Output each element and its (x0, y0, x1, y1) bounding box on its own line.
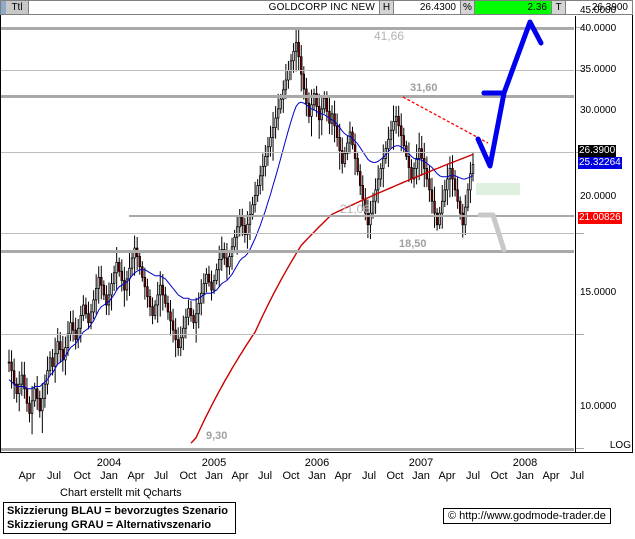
x-label-14: Oct (386, 470, 404, 482)
ma-red-marker: 21.00826 (578, 212, 622, 224)
quote-symbol-name: GOLDCORP INC NEW (268, 2, 375, 13)
x-label-6: Oct (179, 470, 197, 482)
level-label-41-66: 41,66 (374, 29, 405, 43)
gridline-30 (1, 152, 574, 153)
qcharts-credit: Chart erstellt mit Qcharts (60, 487, 182, 499)
x-label-11: Jan (308, 470, 326, 482)
ma-blue-marker: 25.32264 (578, 157, 622, 169)
x-year-2005: 2005 (201, 457, 227, 469)
x-label-12: Apr (334, 470, 352, 482)
y-tick-20: 20.0000 (580, 191, 617, 202)
level-label-18-50: 18,50 (399, 238, 427, 250)
x-label-15: Jan (412, 470, 430, 482)
x-label-13: Jul (361, 470, 377, 482)
y-tick-45: 45.0000 (580, 5, 617, 16)
log-scale-label[interactable]: LOG (609, 440, 631, 451)
candlestick-series (7, 29, 475, 435)
moving-average-red (190, 153, 474, 444)
y-tick-10: 10.0000 (580, 401, 617, 412)
y-tick-15: 15.0000 (580, 287, 617, 298)
y-tick-40: 40.0000 (580, 23, 617, 34)
x-label-20: Apr (542, 470, 560, 482)
x-label-16: Apr (438, 470, 456, 482)
x-label-4: Apr (127, 470, 145, 482)
level-label-21-06: 21,06 (340, 202, 371, 216)
x-label-2: Oct (73, 470, 91, 482)
scenario-gray-svg (477, 212, 507, 253)
legend-gray-line: Skizzierung GRAU = Alternativszenario (7, 519, 212, 531)
x-label-5: Jul (153, 470, 169, 482)
x-year-2006: 2006 (304, 457, 330, 469)
level-label-9-30: 9,30 (206, 430, 228, 442)
quote-high-value: 26.4300 (419, 2, 456, 13)
quote-percent-value: 2.36 (475, 1, 551, 14)
x-label-1: Jul (46, 470, 62, 482)
x-label-17: Jul (465, 470, 481, 482)
quote-high-tag: H (379, 1, 394, 14)
quote-bar-accent (1, 1, 6, 14)
x-label-3: Jan (100, 470, 118, 482)
scenario-gray-path (477, 212, 507, 253)
quote-bar: Ttl GOLDCORP INC NEW H 26.4300 % 2.36 T … (0, 0, 633, 15)
scenario-legend: Skizzierung BLAU = bevorzugtes Szenario … (3, 502, 236, 534)
chart-plot-area[interactable]: 41,66 31,60 21,06 18,50 9,30 (1, 16, 574, 452)
quote-trade-value: 26.3900 (591, 2, 628, 13)
x-year-2004: 2004 (96, 457, 122, 469)
x-label-10: Oct (282, 470, 300, 482)
quote-bar-ttl-label[interactable]: Ttl (6, 1, 29, 14)
level-line-41-66 (1, 27, 574, 30)
downtrend-line (402, 96, 489, 144)
last-price-marker: 26.3900 (578, 145, 617, 157)
level-line-21-06 (129, 215, 574, 217)
x-year-2008: 2008 (512, 457, 538, 469)
price-series-svg (7, 29, 475, 444)
legend-blue-line: Skizzierung BLAU = bevorzugtes Szenario (7, 505, 228, 517)
target-zone-highlight (476, 183, 520, 195)
level-line-31-60 (1, 95, 574, 98)
y-tick-30: 30.0000 (580, 105, 617, 116)
x-label-7: Jan (205, 470, 223, 482)
x-label-9: Jul (257, 470, 273, 482)
quote-percent-tag: % (460, 1, 475, 14)
gridline-20 (1, 233, 574, 234)
x-label-8: Apr (231, 470, 249, 482)
gridline-15 (1, 334, 574, 335)
level-label-31-60: 31,60 (410, 82, 438, 94)
x-label-21: Jul (569, 470, 585, 482)
level-line-18-50 (1, 250, 574, 253)
moving-average-blue (8, 101, 474, 390)
price-axis-right[interactable]: 45.0000 40.0000 35.0000 30.0000 20.0000 … (575, 5, 634, 452)
date-axis: Apr Jul Oct Jan Apr Jul Oct Jan Apr Jul … (0, 455, 635, 485)
x-label-18: Oct (490, 470, 508, 482)
copyright-notice: © http://www.godmode-trader.de (443, 508, 611, 524)
scenario-blue-svg (475, 19, 544, 169)
y-tick-35: 35.0000 (580, 64, 617, 75)
gridline-40 (1, 70, 574, 71)
downtrend-line-svg (402, 96, 489, 144)
x-label-19: Jan (516, 470, 534, 482)
x-label-0: Apr (18, 470, 36, 482)
chart-frame (0, 15, 633, 453)
level-line-9-30 (1, 448, 574, 451)
quote-trade-tag: T (551, 1, 566, 14)
x-year-2007: 2007 (408, 457, 434, 469)
